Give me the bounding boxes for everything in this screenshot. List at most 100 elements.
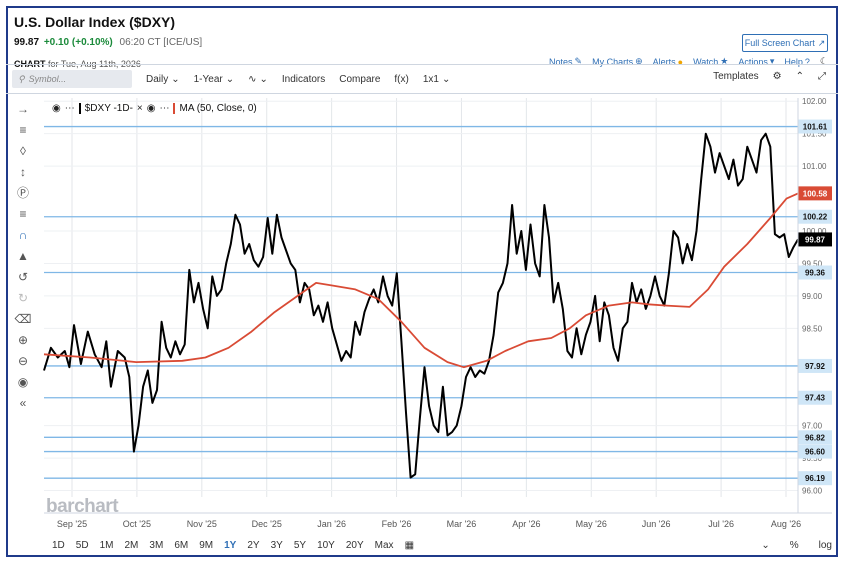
fullscreen-label: Full Screen Chart [744, 38, 815, 48]
price-line [43, 132, 799, 479]
header-links: Notes ✎ My Charts ⊕ Alerts ● Watch ★ Actions… [549, 56, 828, 67]
range-max[interactable]: Max [374, 539, 394, 551]
range-1d[interactable]: 1D [52, 539, 65, 551]
y-tick-label: 98.50 [802, 324, 823, 333]
reference-label: 101.61 [803, 123, 828, 132]
magnet-icon[interactable]: ∩ [18, 227, 28, 242]
range-5y[interactable]: 5Y [293, 539, 307, 551]
zoom-in-icon[interactable]: ⊕ [17, 332, 29, 347]
range-9m[interactable]: 9M [199, 539, 214, 551]
x-tick-label: May '26 [576, 519, 607, 529]
eye-icon[interactable]: ◉ [17, 374, 29, 389]
chevron-down-icon: ⌄ [225, 73, 235, 85]
measure-tool-icon[interactable]: ↕ [20, 164, 26, 179]
range-20y[interactable]: 20Y [345, 539, 364, 551]
crosshair-icon[interactable]: → [17, 101, 29, 116]
last-price-badge [798, 232, 832, 247]
reference-label: 99.36 [805, 269, 826, 278]
more-icon[interactable]: ⋯ [64, 103, 75, 114]
price-change: +0.10 (+0.10%) [43, 37, 113, 48]
y-tick-label: 100.00 [802, 227, 827, 236]
y-tick-label: 96.00 [802, 487, 823, 496]
edit-icon: ✎ [574, 56, 583, 66]
fx-button[interactable]: f(x) [394, 74, 408, 85]
undo-icon[interactable]: ↺ [17, 269, 29, 284]
caret-down-icon: ▾ [769, 56, 775, 66]
chart-type-dropdown[interactable]: ∿ ⌄ [248, 74, 268, 85]
range-3y[interactable]: 3Y [270, 539, 283, 551]
reference-label: 96.82 [805, 433, 826, 442]
last-price-label: 99.87 [805, 235, 826, 244]
chevron-down-icon: ⌄ [441, 73, 451, 85]
alerts-link[interactable]: Alerts ● [653, 57, 683, 67]
maximize-icon[interactable]: ⤢ [818, 71, 826, 82]
eye-icon[interactable]: ◉ [146, 103, 156, 114]
chevron-down-icon: ⌄ [171, 73, 180, 85]
close-icon[interactable]: × [136, 103, 143, 114]
chart-legend: ◉ ⋯ $DXY -1D- × ◉ ⋯ MA (50, Close, 0) [52, 103, 257, 114]
x-tick-label: Feb '26 [382, 519, 412, 529]
compare-button[interactable]: Compare [339, 74, 380, 85]
x-tick-label: Apr '26 [512, 519, 540, 529]
drawing-tools: → ≡ ◊ ↕ Ⓟ ≡ ∩ ▲ ↺ ↻ ⌫ ⊕ ⊖ ◉ « [12, 98, 34, 413]
range-1m[interactable]: 1M [99, 539, 114, 551]
fullscreen-chart-button[interactable]: Full Screen Chart ↗ [742, 34, 828, 52]
shapes-tool-icon[interactable]: ◊ [20, 143, 26, 158]
fib-tool-icon[interactable]: ≡ [19, 206, 27, 221]
theme-toggle[interactable]: ☾ [820, 56, 828, 67]
help-link[interactable]: Help? [784, 57, 810, 67]
buy-sell-icon[interactable]: Ⓟ [16, 186, 29, 200]
symbol-search-input[interactable]: ⚲ Symbol... [12, 70, 132, 88]
chart-toolbar: ⚲ Symbol... Daily ⌄ 1-Year ⌄ ∿ ⌄ Indicators… [12, 68, 832, 90]
actions-menu[interactable]: Actions ▾ [738, 56, 774, 67]
ma-line [43, 192, 799, 369]
percent-toggle[interactable]: % [789, 539, 799, 551]
range-1y[interactable]: 1Y [224, 539, 237, 551]
log-toggle[interactable]: log [818, 539, 832, 551]
range-5d[interactable]: 5D [75, 539, 89, 551]
range-3m[interactable]: 3M [149, 539, 164, 551]
y-tick-label: 97.00 [802, 422, 823, 431]
more-icon[interactable]: ⋯ [159, 103, 170, 114]
indicators-label: Indicators [281, 73, 326, 85]
chevron-down-icon: ⌄ [259, 73, 268, 85]
my-charts-link[interactable]: My Charts ⊕ [592, 56, 643, 67]
y-tick-label: 99.00 [802, 292, 823, 301]
price-swatch [78, 103, 81, 114]
indicators-button[interactable]: Indicators [282, 74, 325, 85]
notes-link[interactable]: Notes ✎ [549, 56, 582, 67]
search-icon: ⚲ [18, 73, 25, 84]
x-tick-label: Aug '26 [771, 519, 801, 529]
eye-icon[interactable]: ◉ [52, 103, 61, 114]
range-buttons: 1D 5D 1M 2M 3M 6M 9M 1Y 2Y 3Y 5Y 10Y 20Y Max [12, 540, 394, 551]
period-dropdown[interactable]: 1-Year ⌄ [194, 74, 235, 85]
ma-last-badge [798, 186, 832, 201]
lock-icon[interactable]: ▲ [17, 248, 29, 263]
reference-badge [798, 471, 832, 486]
range-10y[interactable]: 10Y [317, 539, 335, 551]
interval-dropdown[interactable]: Daily ⌄ [146, 74, 180, 85]
collapse-left-icon[interactable]: « [19, 395, 27, 410]
watch-link[interactable]: Watch ★ [693, 56, 728, 67]
trash-icon[interactable]: ⌫ [14, 311, 32, 326]
calendar-icon[interactable]: ▦ [404, 539, 415, 551]
lines-tool-icon[interactable]: ≡ [19, 122, 27, 137]
redo-icon[interactable]: ↻ [17, 290, 29, 305]
templates-button[interactable]: Templates [713, 71, 759, 82]
range-bar: 1D 5D 1M 2M 3M 6M 9M 1Y 2Y 3Y 5Y 10Y 20Y Max ▦ ⌄ % lo… [12, 536, 838, 554]
chevron-down-icon[interactable]: ⌄ [761, 539, 770, 551]
collapse-up-icon[interactable]: ⌃ [795, 71, 804, 82]
reference-badge [798, 209, 832, 224]
layout-dropdown[interactable]: 1x1 ⌄ [423, 74, 451, 85]
zoom-out-icon[interactable]: ⊖ [17, 353, 29, 368]
range-2m[interactable]: 2M [124, 539, 139, 551]
toolbar-divider [6, 93, 838, 94]
quote-meta: 06:20 CT [ICE/US] [119, 37, 203, 48]
ma-last-label: 100.58 [803, 189, 828, 198]
range-2y[interactable]: 2Y [247, 539, 260, 551]
range-6m[interactable]: 6M [174, 539, 189, 551]
y-tick-label: 99.50 [802, 259, 823, 268]
gear-icon[interactable]: ⚙ [772, 71, 782, 82]
last-price: 99.87 [14, 37, 40, 48]
